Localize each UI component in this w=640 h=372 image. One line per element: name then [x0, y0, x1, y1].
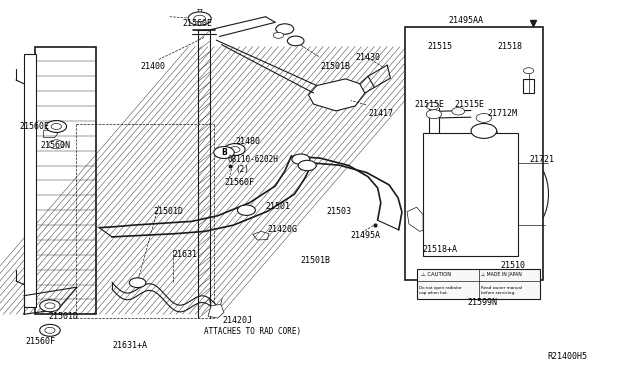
Circle shape — [40, 324, 60, 336]
Text: 21495A: 21495A — [351, 231, 381, 240]
Text: 21515E: 21515E — [454, 100, 484, 109]
Text: 21631: 21631 — [173, 250, 198, 259]
Circle shape — [276, 24, 294, 34]
Polygon shape — [208, 304, 224, 318]
Text: 21400: 21400 — [141, 62, 166, 71]
Circle shape — [49, 140, 64, 149]
Circle shape — [471, 124, 497, 138]
Polygon shape — [308, 79, 365, 111]
Text: 21503: 21503 — [326, 207, 351, 216]
Circle shape — [298, 160, 316, 171]
Text: 21560E: 21560E — [19, 122, 49, 131]
Bar — [35, 46, 96, 314]
Circle shape — [237, 205, 255, 215]
Text: B: B — [221, 148, 227, 157]
Text: 21480: 21480 — [236, 137, 260, 146]
Text: 21501B: 21501B — [301, 256, 331, 265]
Circle shape — [225, 144, 245, 155]
Bar — [423, 133, 518, 256]
Text: ⚠ MADE IN JAPAN: ⚠ MADE IN JAPAN — [481, 272, 522, 277]
Bar — [405, 27, 543, 280]
Text: 21721: 21721 — [530, 155, 555, 164]
Circle shape — [45, 303, 55, 309]
Text: ATTACHES TO RAD CORE): ATTACHES TO RAD CORE) — [204, 327, 301, 336]
Text: 21560F: 21560F — [26, 337, 56, 346]
Text: R21400H5: R21400H5 — [547, 352, 588, 361]
Text: 21501B: 21501B — [320, 62, 350, 71]
Text: Read owner manual
before servicing.: Read owner manual before servicing. — [481, 286, 522, 295]
Text: 21420G: 21420G — [268, 225, 298, 234]
Text: 21495AA: 21495AA — [448, 16, 483, 25]
Text: 21501D: 21501D — [154, 207, 184, 216]
Bar — [24, 54, 36, 307]
Text: 21501D: 21501D — [48, 312, 78, 321]
Text: 21430: 21430 — [355, 53, 380, 62]
Text: 21560F: 21560F — [224, 178, 254, 187]
Text: 21501: 21501 — [266, 202, 291, 211]
Text: 21599N: 21599N — [467, 298, 497, 307]
Text: ⚠ CAUTION: ⚠ CAUTION — [421, 272, 451, 277]
Text: 21560E: 21560E — [182, 19, 212, 28]
Text: 21420J: 21420J — [223, 316, 253, 325]
Polygon shape — [407, 207, 423, 231]
Circle shape — [476, 113, 492, 122]
Circle shape — [45, 327, 55, 333]
Bar — [523, 79, 534, 93]
Circle shape — [40, 300, 60, 312]
Text: 21515: 21515 — [428, 42, 452, 51]
Text: 21515E: 21515E — [415, 100, 445, 109]
Text: 08110-6202H: 08110-6202H — [227, 155, 278, 164]
Circle shape — [426, 102, 439, 110]
Circle shape — [230, 147, 240, 153]
Circle shape — [188, 12, 211, 25]
Text: (2): (2) — [236, 165, 250, 174]
Text: 21712M: 21712M — [488, 109, 518, 118]
Circle shape — [524, 68, 534, 74]
Text: 21518: 21518 — [498, 42, 523, 51]
Text: 21510: 21510 — [500, 262, 525, 270]
Circle shape — [287, 36, 304, 46]
Circle shape — [426, 110, 442, 119]
Circle shape — [214, 147, 234, 158]
Text: Do not open radiator
cap when hot.: Do not open radiator cap when hot. — [419, 286, 462, 295]
Circle shape — [194, 15, 205, 22]
Circle shape — [273, 32, 284, 38]
Circle shape — [46, 121, 67, 132]
Circle shape — [292, 154, 310, 164]
Circle shape — [452, 108, 465, 115]
Text: 21560N: 21560N — [40, 141, 70, 150]
Text: 21518+A: 21518+A — [422, 246, 458, 254]
Circle shape — [129, 278, 146, 288]
Circle shape — [51, 124, 61, 129]
Text: 21631+A: 21631+A — [112, 341, 147, 350]
Bar — [417, 269, 540, 299]
Text: 21417: 21417 — [368, 109, 393, 118]
